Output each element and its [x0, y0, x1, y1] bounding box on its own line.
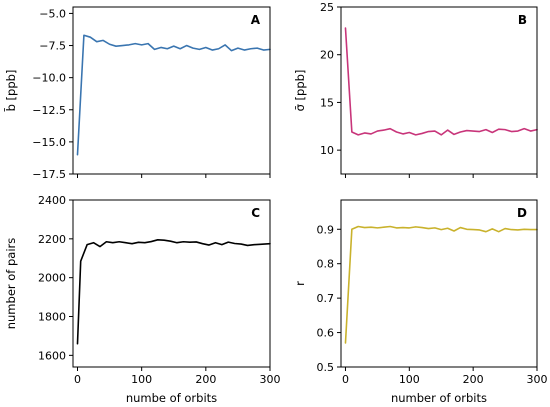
y-tick-label: 25	[320, 1, 334, 14]
y-tick-label: 2400	[38, 194, 66, 207]
panel-a: −17.5 −15.0 −12.5 −10.0 −7.5 −5.0 Ab̄ [ppb]	[4, 6, 271, 181]
y-tick-label: 0.6	[317, 327, 335, 340]
series-line	[76, 239, 271, 345]
x-tick-label: 100	[399, 373, 420, 386]
y-axis-label: r	[293, 281, 307, 286]
y-tick-label: −12.5	[32, 104, 66, 117]
x-axis-label: number of orbits	[391, 391, 487, 405]
panel-d: 0 100 200 300 0.5 0.6 0.7 0.8 0.9 Dr number of orb…	[293, 199, 548, 405]
y-tick-label: 20	[320, 49, 334, 62]
series-line	[344, 27, 538, 136]
y-tick-label: 1600	[38, 349, 66, 362]
y-tick-label: −10.0	[32, 72, 66, 85]
panel-b: 10 15 20 25 Bσ̄ [ppb]	[293, 1, 538, 178]
x-tick-label: 300	[260, 373, 281, 386]
y-axis-label: b̄ [ppb]	[4, 70, 18, 112]
x-tick-label: 300	[527, 373, 548, 386]
y-tick-label: −5.0	[39, 7, 66, 20]
axes-frame	[340, 6, 538, 175]
panel-label: D	[517, 206, 527, 220]
panel-label: A	[251, 13, 261, 27]
y-tick-label: 2000	[38, 272, 66, 285]
x-tick-label: 200	[195, 373, 216, 386]
y-tick-label: 15	[320, 96, 334, 109]
x-tick-label: 200	[463, 373, 484, 386]
x-tick-label: 100	[131, 373, 152, 386]
x-tick-label: 0	[74, 373, 81, 386]
x-axis-label: numbe of orbits	[126, 391, 217, 405]
axes-frame	[72, 6, 271, 175]
series-line	[76, 34, 271, 156]
y-tick-label: 10	[320, 144, 334, 157]
x-tick-label: 0	[342, 373, 349, 386]
axes-frame	[340, 199, 538, 368]
panel-label: C	[251, 206, 260, 220]
y-tick-label: 1800	[38, 311, 66, 324]
series-line	[344, 225, 538, 344]
y-tick-label: −15.0	[32, 136, 66, 149]
y-tick-label: 0.9	[317, 223, 335, 236]
y-tick-label: 0.5	[317, 361, 335, 374]
axes-frame	[72, 199, 271, 368]
y-tick-label: −7.5	[39, 40, 66, 53]
y-tick-label: 0.8	[317, 258, 335, 271]
panel-label: B	[518, 13, 527, 27]
y-tick-label: 0.7	[317, 292, 335, 305]
y-tick-label: −17.5	[32, 168, 66, 181]
y-tick-label: 2200	[38, 233, 66, 246]
y-axis-label: number of pairs	[4, 238, 18, 330]
y-axis-label: σ̄ [ppb]	[293, 70, 307, 112]
